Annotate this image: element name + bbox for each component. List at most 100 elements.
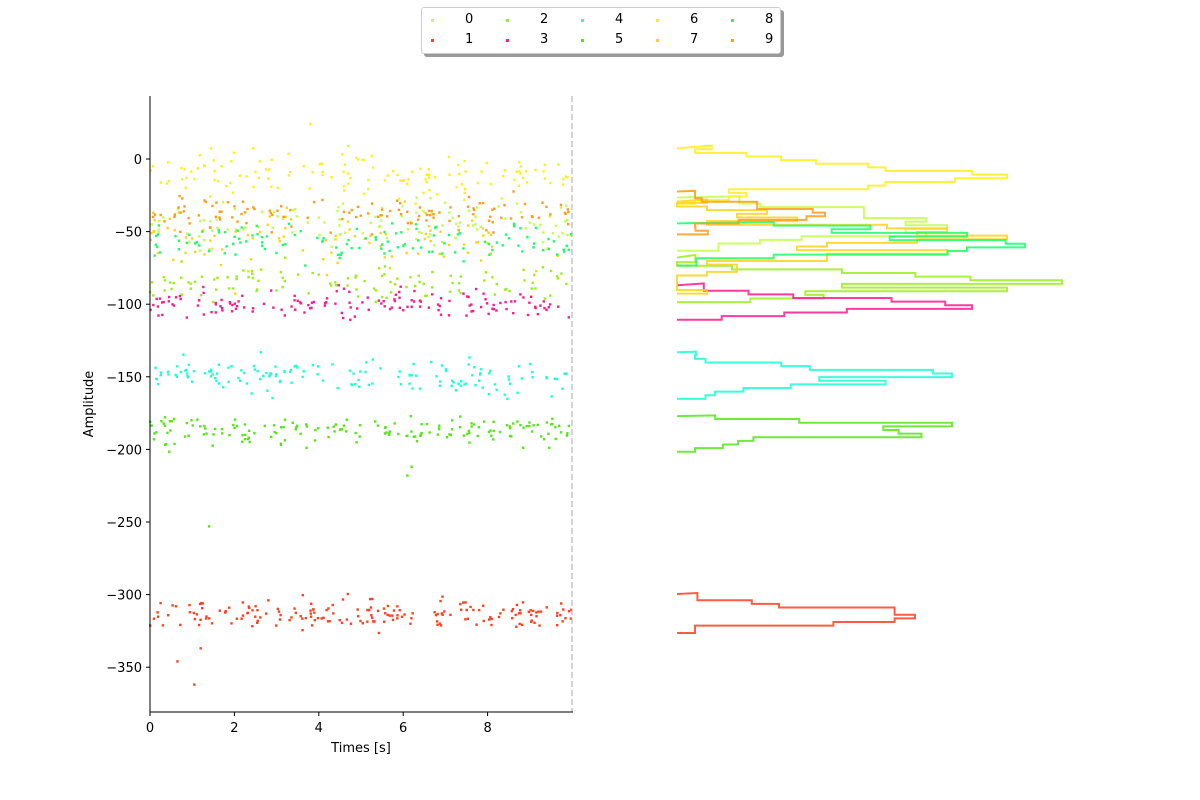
scatter-point	[457, 225, 460, 228]
scatter-point	[214, 215, 218, 219]
scatter-point	[192, 369, 196, 373]
scatter-point	[247, 270, 250, 273]
scatter-point	[453, 251, 457, 254]
scatter-point	[217, 231, 221, 234]
scatter-point	[167, 179, 171, 183]
scatter-point	[155, 431, 158, 434]
scatter-point	[383, 252, 386, 255]
scatter-point	[359, 370, 362, 373]
scatter-point	[462, 434, 466, 437]
scatter-point	[246, 611, 249, 615]
scatter-point	[299, 230, 302, 233]
scatter-point	[251, 234, 254, 237]
scatter-point	[396, 614, 399, 617]
scatter-point	[528, 362, 532, 366]
scatter-point	[250, 269, 254, 273]
scatter-point	[343, 231, 347, 234]
scatter-point	[335, 246, 338, 249]
scatter-point	[153, 432, 156, 435]
scatter-point	[502, 608, 505, 611]
scatter-point	[167, 614, 170, 617]
scatter-point	[180, 293, 183, 296]
scatter-point	[157, 230, 160, 234]
scatter-point	[197, 623, 201, 627]
scatter-point	[472, 207, 475, 210]
histogram-line-6	[676, 144, 1008, 205]
scatter-point	[345, 418, 349, 421]
scatter-point	[476, 181, 480, 185]
scatter-point	[354, 215, 358, 219]
scatter-point	[323, 221, 326, 224]
scatter-point	[466, 295, 469, 298]
scatter-point	[156, 615, 160, 618]
scatter-point	[245, 240, 248, 243]
scatter-point	[398, 296, 401, 299]
scatter-point	[163, 424, 167, 428]
scatter-point	[311, 171, 314, 174]
scatter-point	[388, 249, 391, 253]
scatter-point	[366, 212, 370, 215]
scatter-point	[192, 611, 196, 615]
scatter-point	[438, 380, 442, 383]
scatter-point	[282, 235, 285, 238]
scatter-point	[428, 213, 432, 217]
scatter-points	[148, 122, 573, 686]
scatter-point	[222, 385, 225, 389]
scatter-point	[334, 281, 337, 284]
scatter-point	[465, 608, 468, 612]
scatter-point	[436, 193, 439, 196]
scatter-point	[476, 240, 480, 244]
scatter-point	[185, 316, 189, 319]
scatter-point	[202, 313, 206, 316]
scatter-point	[435, 620, 439, 623]
scatter-point	[231, 303, 234, 307]
scatter-point	[220, 298, 223, 302]
scatter-point	[418, 206, 422, 209]
scatter-point	[291, 421, 294, 424]
legend-label: 7	[690, 32, 699, 47]
scatter-point	[402, 308, 405, 312]
scatter-point	[342, 287, 346, 290]
scatter-point	[463, 187, 467, 191]
scatter-point	[301, 375, 304, 379]
scatter-point	[338, 618, 341, 622]
scatter-point	[410, 222, 413, 225]
scatter-point	[296, 366, 299, 369]
scatter-point	[556, 277, 560, 280]
scatter-point	[237, 300, 240, 303]
scatter-point	[155, 377, 158, 381]
scatter-point	[427, 168, 430, 171]
scatter-point	[269, 435, 273, 439]
scatter-point	[332, 425, 335, 428]
scatter-point	[534, 287, 537, 290]
scatter-point	[203, 424, 206, 428]
scatter-point	[276, 215, 279, 218]
scatter-point	[539, 304, 542, 307]
scatter-point	[330, 245, 333, 249]
scatter-point	[223, 252, 226, 255]
scatter-point	[396, 246, 400, 249]
scatter-point	[567, 248, 570, 251]
scatter-point	[267, 599, 270, 602]
scatter-point	[566, 208, 570, 211]
scatter-point	[460, 182, 464, 186]
scatter-point	[508, 427, 512, 430]
scatter-point	[322, 616, 325, 619]
scatter-point	[565, 204, 568, 207]
scatter-point	[150, 424, 153, 427]
scatter-point	[152, 617, 156, 620]
scatter-point	[226, 201, 230, 204]
scatter-point	[234, 230, 237, 233]
scatter-point	[454, 389, 458, 392]
scatter-point	[424, 178, 427, 181]
scatter-point	[517, 184, 521, 187]
legend-marker-icon	[656, 19, 659, 22]
scatter-point	[414, 223, 418, 226]
scatter-point	[374, 289, 378, 292]
scatter-point	[511, 607, 515, 611]
scatter-point	[236, 229, 239, 232]
scatter-point	[234, 253, 237, 256]
scatter-point	[152, 303, 155, 307]
scatter-point	[212, 433, 215, 436]
scatter-point	[167, 300, 170, 303]
